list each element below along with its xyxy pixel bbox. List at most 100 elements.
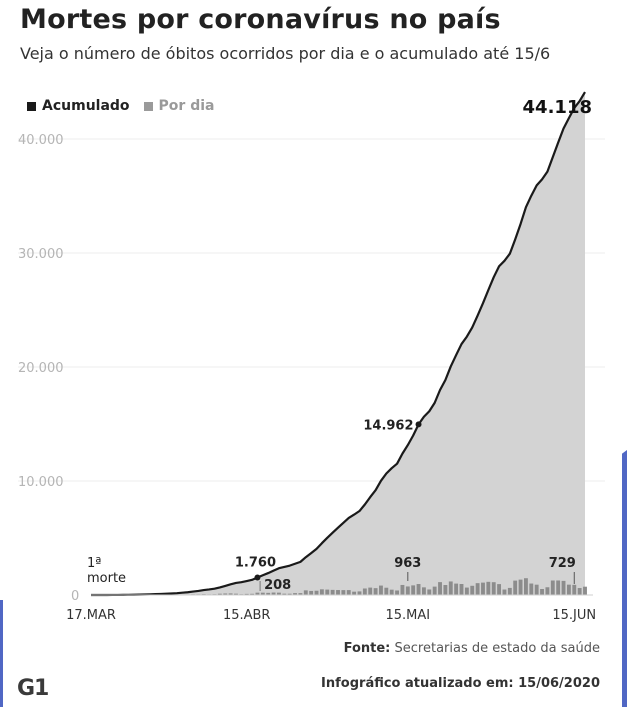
daily-bar [481, 582, 485, 595]
daily-bar [357, 591, 362, 595]
annotation-daily-value: 963 [394, 556, 421, 571]
daily-bar [277, 592, 281, 595]
daily-bar [389, 589, 394, 595]
daily-bar [314, 590, 319, 595]
daily-bar [540, 589, 544, 595]
chart-source: Fonte: Secretarias de estado da saúde [344, 641, 600, 656]
daily-bar [529, 583, 534, 595]
x-tick-label: 15.MAI [385, 608, 430, 623]
daily-bar [346, 590, 351, 595]
daily-bar [507, 587, 512, 595]
annotation-daily-value: 208 [264, 578, 291, 593]
daily-bar [524, 578, 528, 595]
x-tick-label: 15.ABR [223, 608, 271, 623]
daily-bar [497, 584, 502, 595]
y-tick-label: 40.000 [18, 133, 64, 148]
daily-bar [432, 586, 437, 595]
daily-bar [330, 589, 335, 595]
annotation-cumulative-value: 14.962 [363, 418, 413, 433]
annotation-cumulative-value: 1.760 [235, 556, 276, 571]
daily-bar [464, 587, 469, 595]
daily-bar [486, 581, 491, 595]
daily-bar [405, 586, 410, 595]
daily-bar [384, 587, 389, 595]
x-tick-label: 17.MAR [66, 608, 116, 623]
cumulative-line [91, 91, 586, 597]
daily-bar [438, 582, 442, 595]
daily-bar [217, 593, 222, 595]
legend-item-daily: Por dia [143, 98, 215, 114]
daily-bar [373, 588, 378, 595]
daily-bar [325, 589, 330, 595]
annotation-final-total: 44.118 [523, 97, 592, 118]
daily-bar [309, 590, 314, 595]
daily-bar [271, 592, 276, 595]
daily-bar [550, 580, 555, 595]
chart-subtitle: Veja o número de óbitos ocorridos por di… [20, 44, 551, 63]
daily-bar [319, 589, 324, 595]
daily-bar [427, 589, 432, 595]
daily-bar [255, 592, 260, 595]
daily-bar [336, 590, 340, 595]
infographic-card: Mortes por coronavírus no país Veja o nú… [3, 0, 622, 707]
daily-bar [421, 587, 426, 595]
y-tick-label: 20.000 [18, 361, 64, 376]
g1-logo: G1 [17, 676, 49, 701]
daily-bar [491, 582, 496, 595]
daily-bar [250, 593, 255, 595]
daily-bar [223, 593, 228, 595]
daily-bar [362, 588, 367, 595]
daily-bar [561, 580, 566, 595]
deaths-chart: 0 10.000 20.000 30.000 40.000 17.MAR 15.ABR 15.… [18, 91, 605, 623]
daily-bar [400, 584, 405, 595]
daily-bar [303, 590, 308, 595]
daily-bar [566, 584, 571, 595]
chart-legend: Acumulado Por dia [27, 98, 214, 114]
daily-bar [502, 589, 507, 595]
daily-bar [577, 588, 582, 595]
x-tick-label: 15.JUN [552, 608, 596, 623]
daily-bar [266, 592, 271, 595]
daily-bar [443, 585, 448, 595]
legend-item-cumulative: Acumulado [27, 98, 130, 114]
daily-bar [293, 593, 297, 595]
chart-title: Mortes por coronavírus no país [20, 4, 501, 35]
daily-bar [368, 587, 373, 595]
daily-bar [379, 585, 383, 595]
y-tick-label: 30.000 [18, 247, 64, 262]
daily-bar [534, 584, 539, 595]
daily-bar [545, 587, 550, 595]
daily-bar [583, 586, 587, 595]
daily-bar [459, 584, 464, 595]
daily-bar [298, 593, 303, 595]
daily-bar [448, 581, 453, 595]
update-note: Infográfico atualizado em: 15/06/2020 [321, 676, 600, 691]
source-label: Fonte: [343, 641, 391, 656]
point-marker [415, 421, 422, 428]
cumulative-area [91, 92, 585, 596]
annotation-first-death-sub: morte [87, 571, 126, 586]
legend-label-cumulative: Acumulado [42, 98, 130, 114]
daily-bar [341, 590, 346, 595]
daily-bar [513, 580, 518, 595]
daily-bar [470, 585, 475, 595]
daily-bar [556, 580, 561, 595]
point-marker [254, 574, 261, 581]
daily-bar [454, 583, 459, 595]
annotation-first-death: 1ª [87, 556, 101, 571]
daily-bar [260, 592, 265, 595]
daily-bar [228, 593, 233, 595]
daily-bar [352, 591, 357, 595]
daily-bar [411, 585, 416, 595]
annotation-daily-value: 729 [549, 556, 576, 571]
legend-swatch-daily [143, 101, 153, 111]
daily-bar [395, 590, 399, 595]
y-tick-label: 10.000 [18, 475, 64, 490]
daily-bar [416, 584, 421, 595]
daily-bar [282, 593, 287, 595]
source-text: Secretarias de estado da saúde [394, 641, 600, 656]
daily-bar [234, 593, 238, 595]
legend-label-daily: Por dia [158, 98, 215, 114]
legend-swatch-cumulative [27, 101, 36, 111]
daily-bar [518, 579, 523, 595]
